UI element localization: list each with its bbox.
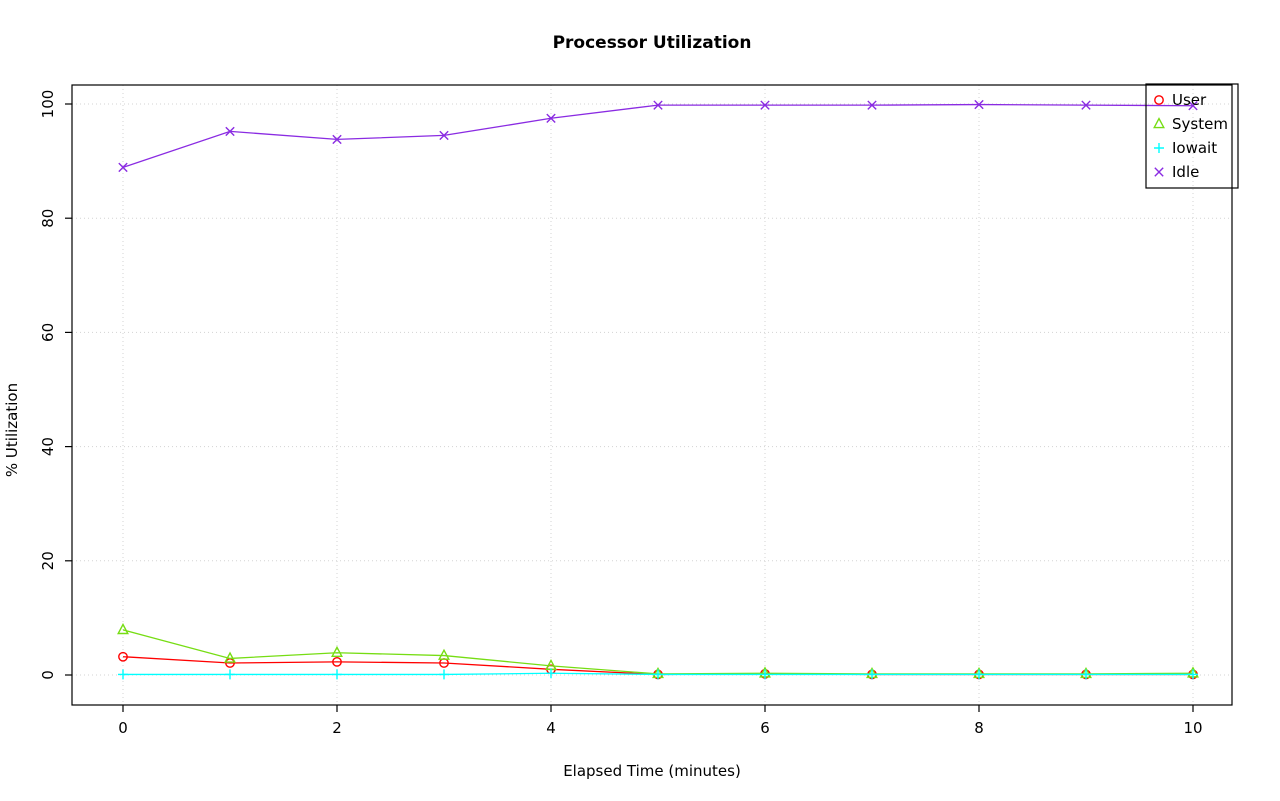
series-marker-iowait (118, 669, 128, 680)
chart-title: Processor Utilization (553, 33, 752, 53)
series-marker-iowait (760, 669, 770, 680)
y-tick-label: 100 (39, 90, 57, 119)
series-marker-iowait (653, 669, 663, 680)
series-marker-idle (332, 134, 342, 145)
series-marker-system (438, 648, 450, 660)
y-tick-label: 20 (39, 551, 57, 570)
series-marker-iowait (867, 669, 877, 680)
chart-legend: User System Iowait Idle (1145, 83, 1239, 189)
legend-label-user: User (1172, 91, 1207, 109)
y-tick-label: 0 (39, 670, 57, 680)
series-marker-idle (974, 99, 984, 110)
series-marker-system (117, 623, 129, 635)
series-marker-idle (867, 100, 877, 110)
series-marker-iowait (439, 669, 449, 680)
series-line-idle (122, 103, 1194, 168)
x-tick-label: 6 (760, 719, 770, 737)
series-marker-idle (118, 162, 128, 173)
series-marker-user (118, 651, 128, 662)
series-marker-iowait (974, 669, 984, 680)
legend-label-idle: Idle (1172, 163, 1199, 181)
x-tick-label: 8 (974, 719, 984, 737)
series-layer (117, 99, 1199, 680)
series-marker-iowait (225, 669, 235, 680)
x-tick-label: 2 (332, 719, 342, 737)
x-tick-label: 0 (118, 719, 128, 737)
series-marker-idle (225, 126, 235, 137)
series-marker-iowait (332, 669, 342, 680)
legend-box (1145, 83, 1239, 189)
series-marker-idle (546, 113, 556, 123)
legend-label-iowait: Iowait (1172, 139, 1217, 157)
x-tick-label: 10 (1183, 719, 1202, 737)
y-tick-label: 60 (39, 323, 57, 342)
series-marker-idle (760, 100, 770, 110)
grid-layer (72, 85, 1232, 705)
series-marker-idle (1188, 101, 1198, 111)
series-marker-idle (1081, 100, 1091, 110)
legend-marker-user (1154, 95, 1164, 105)
series-marker-iowait (1081, 669, 1091, 680)
series-marker-system (331, 645, 343, 658)
series-marker-idle (653, 100, 663, 110)
y-tick-label: 80 (39, 209, 57, 228)
x-tick-label: 4 (546, 719, 556, 737)
x-axis-label: Elapsed Time (minutes) (563, 762, 741, 780)
legend-marker-system (1153, 117, 1165, 129)
y-axis-label: % Utilization (3, 383, 21, 477)
legend-marker-iowait (1154, 143, 1164, 153)
series-marker-iowait (1188, 669, 1198, 680)
legend-label-system: System (1172, 115, 1228, 133)
series-marker-idle (439, 130, 449, 141)
series-marker-system (224, 651, 236, 663)
series-marker-user (332, 656, 342, 667)
frame-layer (71, 84, 1233, 706)
series-marker-iowait (546, 668, 556, 679)
legend-marker-idle (1154, 167, 1164, 177)
y-tick-label: 40 (39, 437, 57, 456)
plot-border (71, 84, 1233, 706)
